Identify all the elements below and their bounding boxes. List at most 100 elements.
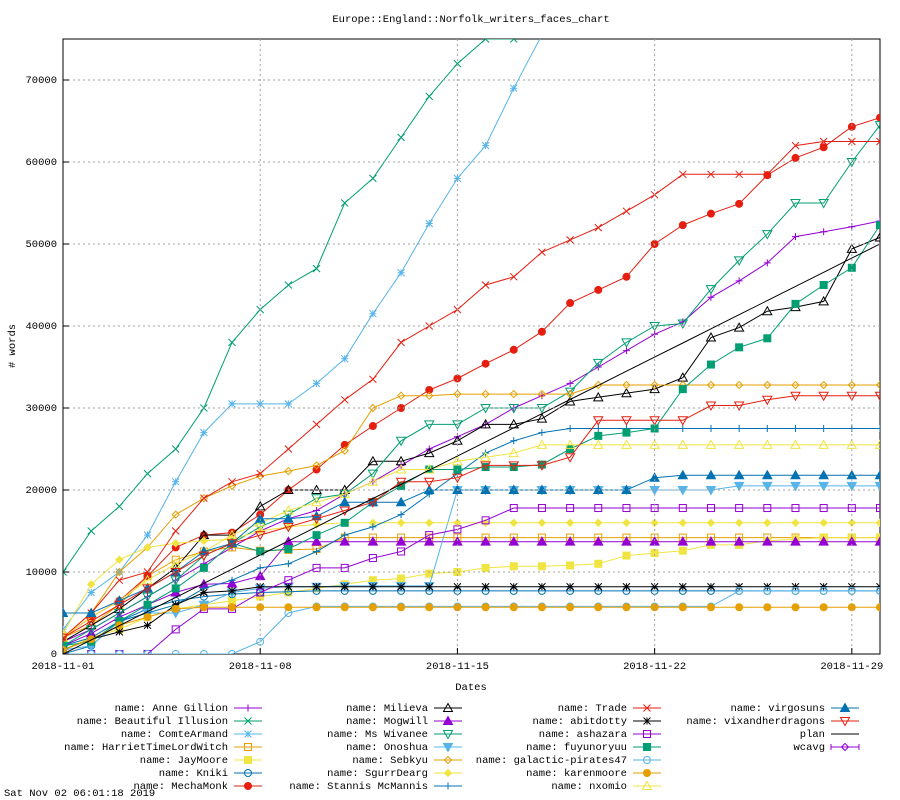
data-point (199, 563, 208, 572)
data-point (649, 472, 660, 482)
data-point (283, 510, 294, 521)
series-line (63, 522, 880, 634)
legend-label: name: Kniki (159, 768, 228, 780)
legend-label: name: vixandherdragons (686, 716, 825, 728)
data-point (791, 141, 800, 150)
data-point (649, 383, 660, 394)
x-tick-label: 2018-11-29 (820, 661, 883, 673)
data-point (876, 603, 880, 612)
data-point (622, 380, 631, 390)
data-point (115, 567, 124, 577)
data-point (761, 536, 773, 546)
data-point (481, 516, 490, 525)
data-point (256, 582, 265, 591)
legend-marker (443, 755, 453, 765)
data-point (874, 231, 880, 242)
legend-label: name: nxomio (551, 781, 627, 793)
legend-label: name: Mogwill (346, 716, 428, 728)
series-line (63, 428, 880, 647)
data-point (564, 536, 576, 546)
data-point (397, 603, 406, 612)
data-point (284, 576, 293, 585)
data-point (875, 380, 880, 390)
legend-label: name: Beautiful Illusion (77, 716, 228, 728)
data-point (791, 582, 800, 591)
data-point (678, 170, 687, 179)
legend-label: name: MechaMonk (133, 781, 228, 793)
y-axis-label: # words (7, 324, 19, 368)
data-point (566, 425, 574, 432)
data-point (819, 603, 828, 612)
data-point (369, 523, 377, 531)
data-point (340, 199, 349, 207)
data-point (453, 389, 462, 399)
legend-label: name: ashazara (539, 729, 627, 741)
data-point (171, 445, 180, 453)
data-point (63, 645, 67, 654)
data-point (311, 494, 322, 504)
data-point (705, 536, 717, 546)
legend-label: wcavg (793, 742, 825, 754)
data-point (481, 39, 490, 43)
data-point (537, 562, 546, 571)
data-point (143, 531, 152, 539)
data-point (621, 416, 632, 426)
data-point (367, 476, 379, 486)
data-point (735, 343, 744, 352)
data-point (395, 463, 407, 474)
legend-marker (244, 730, 252, 738)
data-point (171, 527, 180, 535)
data-point (312, 603, 321, 612)
data-point (369, 309, 377, 318)
legend-marker (442, 715, 454, 725)
data-point (791, 586, 800, 595)
legend-marker (442, 702, 454, 712)
data-point (171, 584, 180, 593)
data-point (368, 422, 377, 431)
data-point (311, 496, 322, 507)
data-point (115, 502, 124, 511)
y-tick-label: 60000 (25, 157, 57, 169)
data-point (481, 563, 490, 572)
x-tick-label: 2018-11-15 (426, 661, 489, 673)
data-point (791, 153, 800, 162)
data-point (313, 548, 321, 555)
data-point (425, 518, 434, 528)
data-point (707, 582, 715, 591)
data-point (594, 603, 603, 612)
series-line (63, 590, 880, 654)
legend-label: name: Stannis McMannis (289, 781, 428, 793)
legend-marker (244, 769, 252, 777)
data-point (734, 518, 744, 528)
data-point (367, 536, 379, 546)
data-point (566, 299, 575, 308)
data-point (876, 582, 880, 591)
x-tick-label: 2018-11-22 (623, 661, 686, 673)
data-point (284, 281, 293, 289)
data-point (564, 387, 576, 398)
legend-marker (643, 717, 651, 725)
series-line (63, 117, 880, 639)
data-point (846, 439, 858, 449)
data-point (256, 400, 265, 408)
legend-marker (244, 743, 252, 751)
data-point (791, 504, 800, 513)
data-point (621, 536, 632, 546)
data-point (818, 199, 830, 209)
data-point (115, 576, 124, 585)
data-point (790, 469, 801, 480)
series-line (63, 224, 880, 647)
y-tick-label: 40000 (25, 321, 57, 333)
data-point (312, 264, 321, 273)
data-point (395, 436, 407, 447)
data-point (536, 461, 548, 471)
data-point (566, 379, 574, 387)
legend-label: name: Trade (558, 703, 627, 715)
data-point (592, 391, 604, 402)
data-point (763, 259, 771, 267)
data-point (677, 416, 689, 426)
data-point (340, 582, 349, 591)
data-point (254, 531, 266, 541)
data-point (311, 536, 322, 546)
data-point (876, 533, 880, 542)
